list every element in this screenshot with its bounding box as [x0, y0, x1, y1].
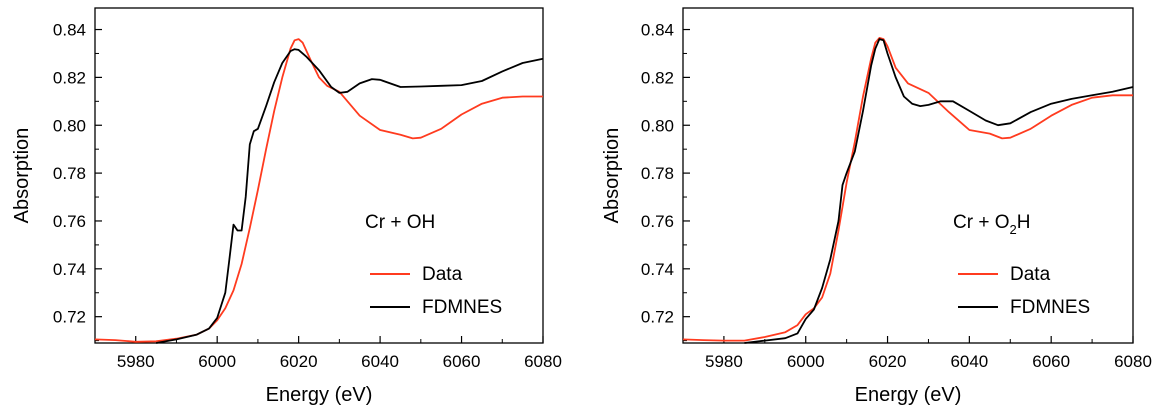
chart-panel-2: 5980 6000 6020 6040 6060 6080 0.72 0.74 0.76 0.78… [601, 7, 1152, 406]
y-tick-label: 0.80 [641, 116, 674, 135]
y-tick-label: 0.78 [641, 164, 674, 183]
y-tick-label: 0.76 [641, 212, 674, 231]
legend: Data FDMNES [958, 264, 1090, 318]
x-tick-label: 5980 [117, 352, 155, 371]
x-tick-label: 6060 [443, 352, 481, 371]
legend-label-data: Data [1010, 264, 1051, 285]
annotation-text: Cr + OH [365, 212, 435, 233]
y-tick-label: 0.72 [53, 308, 86, 327]
x-tick-label: 6020 [869, 352, 907, 371]
series-line-fdmnes [744, 38, 1134, 344]
x-tick-label: 6000 [787, 352, 825, 371]
x-tick-label: 5980 [705, 352, 743, 371]
x-tick-label: 6020 [280, 352, 318, 371]
legend-label-data: Data [422, 264, 463, 285]
x-tick-label: 6080 [1114, 352, 1152, 371]
series-line-fdmnes [155, 48, 544, 344]
y-tick-label: 0.84 [641, 21, 674, 40]
y-axis-title: Absorption [601, 128, 623, 224]
panel-annotation: Cr + O2H [953, 212, 1030, 237]
y-tick-label: 0.84 [53, 21, 86, 40]
panel-annotation: Cr + OH [365, 212, 435, 233]
x-tick-label: 6000 [198, 352, 236, 371]
plot-frame [94, 7, 544, 344]
y-tick-label: 0.72 [641, 308, 674, 327]
y-tick-label: 0.82 [641, 68, 674, 87]
x-axis-title: Energy (eV) [266, 384, 373, 406]
annotation-text: Cr + O [953, 212, 1009, 233]
chart-panel-1: 5980 6000 6020 6040 6060 6080 0.72 0.74 0.76 0.78… [11, 7, 562, 406]
x-tick-label: 6060 [1032, 352, 1070, 371]
y-tick-label: 0.80 [53, 116, 86, 135]
x-axis-title: Energy (eV) [855, 384, 962, 406]
legend-label-fdmnes: FDMNES [422, 297, 502, 318]
x-tick-label: 6040 [361, 352, 399, 371]
y-tick-label: 0.74 [53, 260, 86, 279]
y-axis-title: Absorption [11, 128, 33, 224]
legend: Data FDMNES [370, 264, 502, 318]
x-tick-label: 6040 [950, 352, 988, 371]
legend-label-fdmnes: FDMNES [1010, 297, 1090, 318]
x-tick-label: 6080 [524, 352, 562, 371]
y-tick-label: 0.74 [641, 260, 674, 279]
annotation-tail: H [1017, 212, 1031, 233]
series-line-data [682, 37, 1133, 342]
y-tick-label: 0.78 [53, 164, 86, 183]
y-tick-label: 0.76 [53, 212, 86, 231]
y-tick-label: 0.82 [53, 68, 86, 87]
plot-frame [682, 7, 1134, 344]
annotation-subscript: 2 [1009, 222, 1016, 237]
